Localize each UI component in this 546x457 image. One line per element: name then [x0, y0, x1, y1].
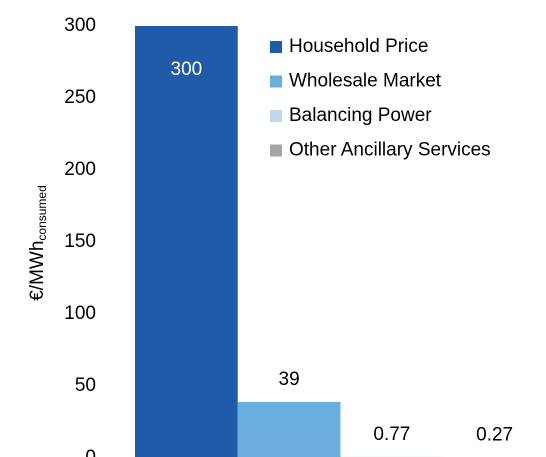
y-tick-label: 250 [64, 87, 96, 108]
legend-label: Wholesale Market [289, 71, 442, 92]
y-tick-label: 150 [64, 231, 96, 252]
value-label: 0.27 [476, 425, 513, 446]
legend-swatch [270, 144, 282, 157]
legend-label: Balancing Power [289, 105, 432, 126]
legend-swatch [270, 41, 282, 53]
value-label: 39 [279, 369, 300, 390]
y-tick-label: 300 [64, 15, 96, 36]
y-tick-label: 200 [64, 159, 96, 180]
y-tick-label: 100 [64, 303, 96, 324]
value-label: 300 [171, 59, 203, 80]
y-tick-label: 0 [85, 447, 96, 457]
bar [237, 401, 341, 457]
y-axis-label-sub: consumed [35, 185, 49, 240]
value-label: 0.77 [373, 424, 410, 445]
y-tick-label: 50 [75, 375, 96, 396]
y-axis-label: €/MWhconsumed [27, 185, 49, 301]
legend-swatch [270, 110, 282, 122]
legend-box [258, 30, 546, 170]
bar [135, 26, 238, 457]
legend-swatch [270, 75, 282, 88]
legend-label: Household Price [289, 36, 428, 57]
y-axis-label-main: €/MWh [27, 241, 48, 301]
legend-label: Other Ancillary Services [289, 140, 491, 161]
